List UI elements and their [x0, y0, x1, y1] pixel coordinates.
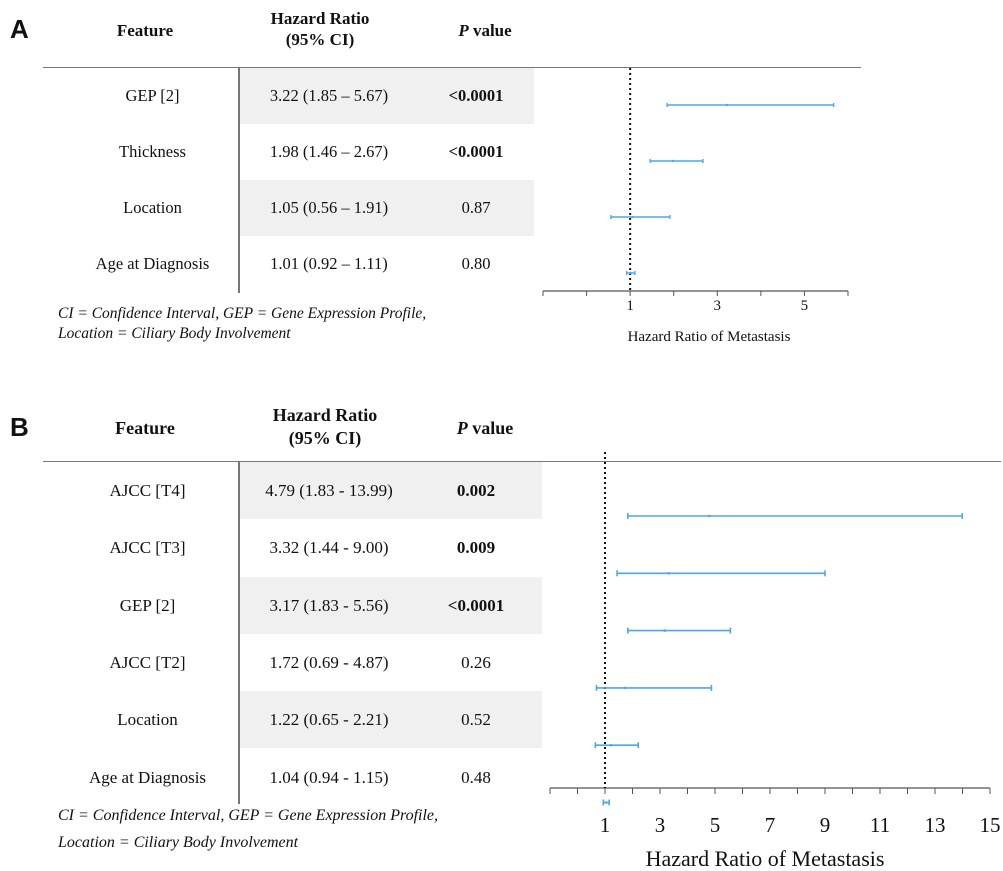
x-tick-label: 1	[626, 298, 634, 314]
p-value-cell: <0.0001	[447, 595, 505, 615]
panel-a-header-p-value: P value	[430, 20, 540, 41]
panel-a-header-hazard-ratio: Hazard Ratio (95% CI)	[245, 8, 395, 51]
panel-a-column-separator	[238, 68, 240, 293]
p-value-cell: 0.009	[456, 538, 496, 558]
p-value-cell: 0.52	[461, 710, 491, 730]
hazard-ratio-point	[725, 103, 729, 107]
panel-b-footnote-line1: CI = Confidence Interval, GEP = Gene Exp…	[58, 807, 439, 824]
p-value-cell: 0.26	[461, 652, 491, 672]
x-tick-label: 5	[801, 298, 809, 314]
panel-a-header-p-italic: P	[458, 21, 469, 40]
hazard-ratio-cell: 1.22 (0.65 - 2.21)	[269, 710, 389, 730]
row-shading	[240, 68, 534, 124]
row-shading	[240, 462, 542, 520]
feature-cell: GEP [2]	[125, 86, 180, 105]
x-tick-label: 1	[600, 813, 611, 837]
p-value-cell: 0.87	[461, 198, 491, 217]
hazard-ratio-point	[631, 215, 634, 219]
x-axis-label: Hazard Ratio of Metastasis	[646, 846, 885, 871]
feature-cell: AJCC [T2]	[109, 652, 186, 672]
panel-a-letter: A	[10, 14, 29, 44]
hazard-ratio-cell: 1.01 (0.92 – 1.11)	[270, 254, 388, 273]
row-shading	[240, 691, 542, 749]
panel-a-header-hr-line2: (95% CI)	[285, 30, 355, 50]
feature-cell: Age at Diagnosis	[88, 767, 207, 787]
panel-a-footnote-line1: CI = Confidence Interval, GEP = Gene Exp…	[58, 305, 427, 322]
panel-a-header-p-rest: value	[468, 21, 512, 40]
hazard-ratio-point	[671, 159, 675, 163]
p-value-cell: 0.48	[461, 767, 491, 787]
panel-a-header-feature: Feature	[116, 21, 174, 40]
x-tick-label: 3	[714, 298, 722, 314]
feature-cell: Thickness	[119, 142, 186, 161]
x-tick-label: 15	[980, 813, 1001, 837]
x-tick-label: 7	[765, 813, 776, 837]
feature-cell: Location	[117, 710, 178, 730]
panel-a-footnote-line2: Location = Ciliary Body Involvement	[58, 325, 291, 342]
hazard-ratio-point	[667, 572, 671, 575]
panel-a-header-rule	[43, 67, 861, 68]
row-shading	[240, 180, 534, 236]
hazard-ratio-cell: 3.22 (1.85 – 5.67)	[269, 86, 389, 105]
panel-b-header-p-rest: value	[467, 418, 514, 438]
hazard-ratio-point	[707, 514, 711, 518]
panel-b-header-feature: Feature	[115, 418, 175, 438]
x-tick-label: 11	[870, 813, 890, 837]
feature-cell: Age at Diagnosis	[95, 254, 210, 273]
hazard-ratio-cell: 4.79 (1.83 - 13.99)	[265, 481, 393, 500]
hazard-ratio-point	[604, 801, 608, 804]
feature-cell: Location	[123, 198, 182, 217]
x-tick-label: 5	[710, 813, 721, 837]
panel-b-column-separator	[238, 462, 240, 804]
hazard-ratio-point	[623, 686, 627, 690]
panel-b-header-rule	[43, 461, 1001, 462]
hazard-ratio-cell: 1.72 (0.69 - 4.87)	[269, 652, 389, 672]
feature-cell: AJCC [T4]	[109, 481, 186, 500]
hazard-ratio-point	[629, 271, 632, 275]
feature-cell: AJCC [T3]	[109, 538, 186, 558]
hazard-ratio-cell: 3.32 (1.44 - 9.00)	[269, 538, 389, 558]
panel-b-header-hr-line2: (95% CI)	[288, 427, 362, 448]
p-value-cell: <0.0001	[448, 142, 504, 161]
panel-b-header-hazard-ratio: Hazard Ratio (95% CI)	[250, 404, 400, 449]
feature-cell: GEP [2]	[119, 595, 176, 615]
p-value-cell: <0.0001	[448, 86, 504, 105]
panel-b-header-p-italic: P	[456, 418, 468, 438]
panel-a-header-hr-line1: Hazard Ratio	[270, 9, 370, 28]
panel-b-letter: B	[10, 412, 29, 442]
x-tick-label: 9	[820, 813, 831, 837]
hazard-ratio-cell: 1.05 (0.56 – 1.91)	[269, 198, 389, 217]
x-axis-label: Hazard Ratio of Metastasis	[628, 329, 791, 345]
hazard-ratio-point	[609, 743, 613, 747]
p-value-cell: 0.80	[461, 254, 491, 273]
hazard-ratio-cell: 1.04 (0.94 - 1.15)	[269, 767, 389, 787]
row-shading	[240, 576, 542, 634]
panel-b-footnote-line2: Location = Ciliary Body Involvement	[58, 834, 299, 851]
hazard-ratio-cell: 1.98 (1.46 – 2.67)	[269, 142, 389, 161]
p-value-cell: 0.002	[456, 481, 496, 500]
x-tick-label: 13	[925, 813, 946, 837]
x-tick-label: 3	[655, 813, 666, 837]
panel-b-header-p-value: P value	[430, 417, 540, 440]
hazard-ratio-cell: 3.17 (1.83 - 5.56)	[269, 595, 389, 615]
panel-b-header-hr-line1: Hazard Ratio	[272, 405, 378, 425]
hazard-ratio-point	[663, 629, 666, 632]
